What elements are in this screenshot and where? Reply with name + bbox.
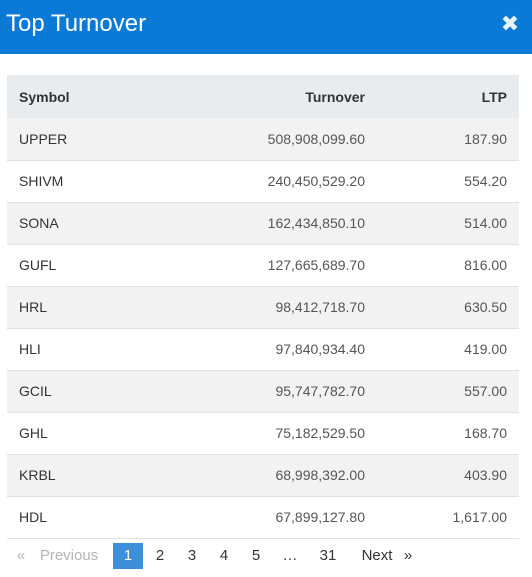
table-row: GCIL 95,747,782.70 557.00 (7, 370, 519, 412)
ltp-cell: 630.50 (464, 299, 507, 315)
column-header-ltp[interactable]: LTP (481, 88, 507, 105)
ltp-cell: 514.00 (464, 215, 507, 231)
table-row: KRBL 68,998,392.00 403.90 (7, 454, 519, 496)
previous-button[interactable]: Previous (39, 547, 99, 564)
turnover-cell: 162,434,850.10 (267, 215, 365, 231)
symbol-cell: HRL (19, 299, 48, 315)
page-5-button[interactable]: 5 (251, 547, 261, 564)
turnover-cell: 98,412,718.70 (275, 299, 365, 315)
turnover-cell: 508,908,099.60 (267, 130, 365, 147)
table-header-row: Symbol Turnover LTP (7, 75, 519, 118)
page-3-button[interactable]: 3 (187, 547, 197, 564)
table-row: UPPER 508,908,099.60 187.90 (7, 118, 519, 160)
table-row: GUFL 127,665,689.70 816.00 (7, 244, 519, 286)
page-2-button[interactable]: 2 (155, 547, 165, 564)
table-row: HDL 67,899,127.80 1,617.00 (7, 496, 519, 538)
table-row: HLI 97,840,934.40 419.00 (7, 328, 519, 370)
table-row: SHIVM 240,450,529.20 554.20 (7, 160, 519, 202)
page-4-button[interactable]: 4 (219, 547, 229, 564)
modal-title: Top Turnover (6, 10, 147, 37)
table-row: GHL 75,182,529.50 168.70 (7, 412, 519, 454)
ltp-cell: 557.00 (464, 383, 507, 399)
turnover-cell: 67,899,127.80 (275, 509, 365, 525)
page-31-button[interactable]: 31 (319, 547, 337, 564)
symbol-cell: GCIL (19, 383, 52, 399)
symbol-cell: UPPER (19, 130, 68, 147)
ltp-cell: 403.90 (464, 467, 507, 483)
ltp-cell: 816.00 (464, 257, 507, 273)
ltp-cell: 1,617.00 (452, 509, 508, 525)
symbol-cell: SONA (19, 215, 59, 231)
modal-header: Top Turnover ✖ (0, 0, 532, 54)
pagination: « Previous 1 2 3 4 5 … 31 Next » (0, 543, 532, 571)
symbol-cell: GHL (19, 425, 48, 441)
turnover-table: Symbol Turnover LTP UPPER 508,908,099.60… (7, 75, 519, 539)
turnover-cell: 68,998,392.00 (275, 467, 365, 483)
previous-arrow-icon: « (16, 547, 26, 564)
symbol-cell: GUFL (19, 257, 57, 273)
column-header-symbol[interactable]: Symbol (19, 88, 70, 105)
close-icon[interactable]: ✖ (500, 11, 520, 36)
next-arrow-icon[interactable]: » (403, 547, 413, 564)
pagination-ellipsis: … (282, 547, 298, 564)
ltp-cell: 168.70 (464, 425, 507, 441)
turnover-cell: 240,450,529.20 (267, 173, 365, 189)
symbol-cell: SHIVM (19, 173, 64, 189)
page-1-button[interactable]: 1 (113, 543, 143, 569)
turnover-cell: 97,840,934.40 (275, 341, 365, 357)
symbol-cell: HDL (19, 509, 48, 525)
turnover-cell: 95,747,782.70 (275, 383, 365, 399)
column-header-turnover[interactable]: Turnover (305, 88, 365, 105)
table-row: HRL 98,412,718.70 630.50 (7, 286, 519, 328)
symbol-cell: HLI (19, 341, 41, 357)
ltp-cell: 419.00 (464, 341, 507, 357)
ltp-cell: 187.90 (464, 130, 507, 147)
table-row: SONA 162,434,850.10 514.00 (7, 202, 519, 244)
turnover-cell: 75,182,529.50 (275, 425, 365, 441)
turnover-cell: 127,665,689.70 (267, 257, 365, 273)
ltp-cell: 554.20 (464, 173, 507, 189)
symbol-cell: KRBL (19, 467, 56, 483)
next-button[interactable]: Next (361, 547, 393, 564)
